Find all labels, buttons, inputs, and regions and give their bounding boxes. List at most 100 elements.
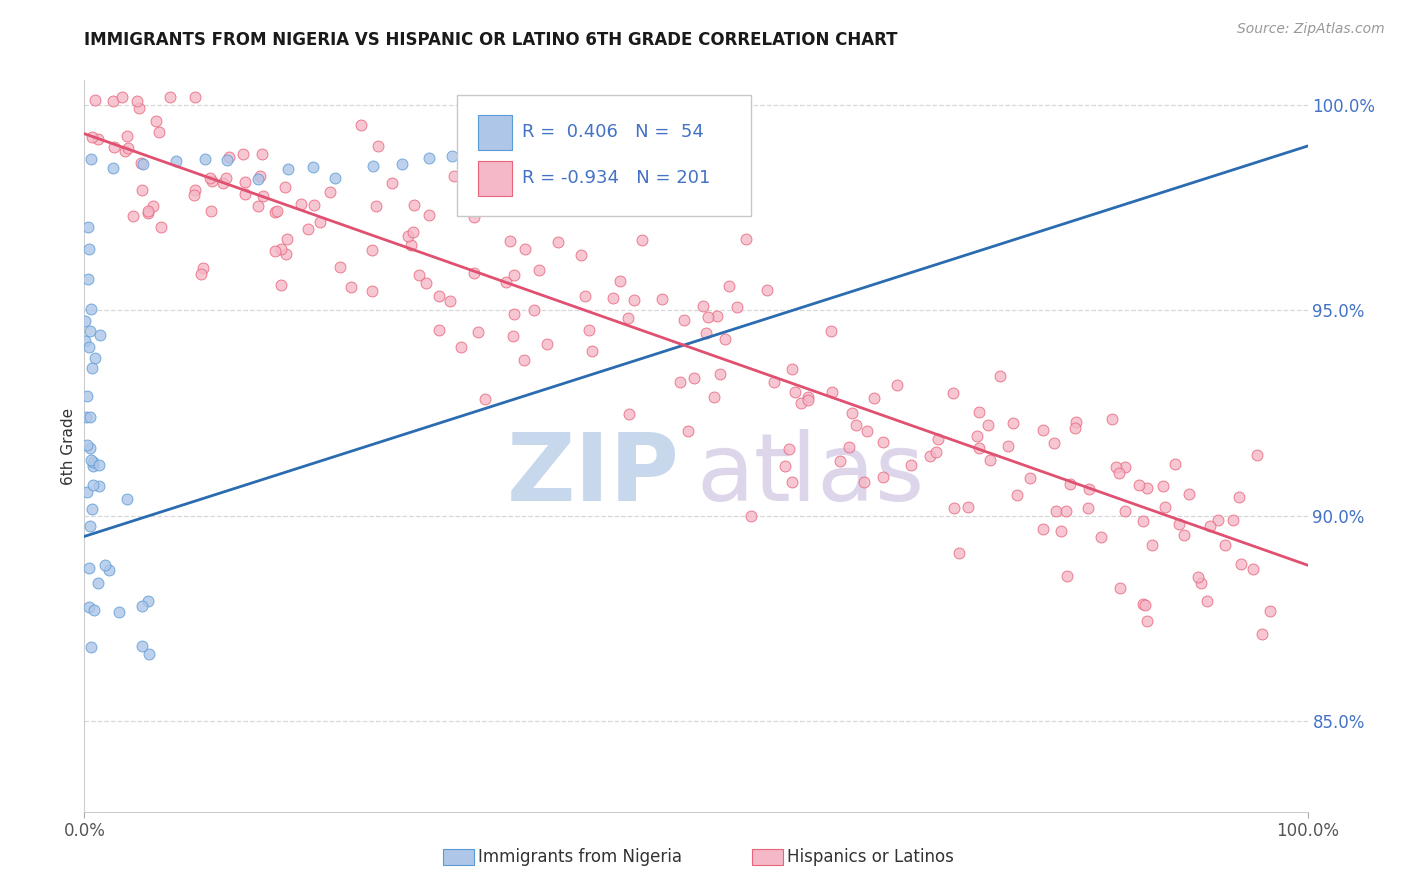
Point [1246,449,1268,463]
Point [578,323,600,337]
Point [1056,568,1078,582]
Point [217,153,239,168]
Point [142,199,165,213]
Point [467,325,489,339]
Point [1114,460,1136,475]
Point [1251,627,1274,641]
Point [264,205,287,219]
Point [1213,538,1236,552]
Point [957,500,980,515]
Point [80,152,103,166]
Point [547,235,569,250]
Point [215,171,238,186]
Point [536,337,558,351]
Point [669,375,692,389]
Point [631,233,654,247]
Point [1229,490,1251,504]
Point [114,144,136,158]
Point [94,558,117,572]
Text: Source: ZipAtlas.com: Source: ZipAtlas.com [1237,22,1385,37]
Point [797,393,820,408]
Point [76,388,98,402]
Point [1032,423,1054,437]
Point [683,371,706,385]
Point [1140,538,1163,552]
Point [418,152,440,166]
Point [979,453,1001,467]
Point [82,477,104,491]
Point [77,242,100,256]
Point [967,441,990,455]
Point [211,176,233,190]
Point [79,442,101,456]
Point [276,161,298,176]
Point [402,225,425,239]
Point [852,475,875,489]
Point [87,458,110,472]
Point [274,247,297,261]
Point [696,310,718,324]
FancyBboxPatch shape [457,95,751,216]
Point [1077,500,1099,515]
Point [252,189,274,203]
Point [948,546,970,560]
Point [463,210,485,224]
Point [270,277,292,292]
Point [1090,530,1112,544]
Point [1132,515,1154,529]
Text: IMMIGRANTS FROM NIGERIA VS HISPANIC OR LATINO 6TH GRADE CORRELATION CHART: IMMIGRANTS FROM NIGERIA VS HISPANIC OR L… [84,31,898,49]
Point [125,95,148,109]
Point [523,303,546,318]
Point [427,288,450,302]
Point [969,404,991,418]
Point [1019,471,1042,485]
Point [609,274,631,288]
Text: atlas: atlas [696,429,924,521]
Point [709,367,731,381]
Point [1108,466,1130,480]
Point [101,161,124,176]
Point [79,302,101,317]
Point [821,384,844,399]
Point [82,455,104,469]
Point [79,340,101,354]
Point [790,396,813,410]
Point [515,242,537,256]
Point [128,101,150,115]
Point [79,409,101,424]
Point [651,292,673,306]
Point [302,198,325,212]
Point [101,94,124,108]
Point [252,147,274,161]
Point [103,140,125,154]
Point [441,149,464,163]
Point [235,186,257,201]
Text: R = -0.934   N = 201: R = -0.934 N = 201 [522,169,710,187]
Point [89,328,111,343]
Point [159,89,181,103]
Point [692,299,714,313]
Point [145,114,167,128]
Point [121,209,143,223]
Point [131,155,153,169]
Point [183,89,205,103]
Point [404,198,426,212]
Point [399,238,422,252]
Point [713,332,735,346]
Point [1258,604,1281,618]
Point [1152,479,1174,493]
Point [1114,504,1136,518]
Point [602,291,624,305]
Point [1128,478,1150,492]
Point [391,157,413,171]
Point [148,125,170,139]
Point [735,232,758,246]
Point [900,458,922,472]
Point [942,501,965,516]
Point [762,375,785,389]
Point [79,324,101,338]
Text: R =  0.406   N =  54: R = 0.406 N = 54 [522,123,704,141]
Point [976,417,998,432]
Point [778,442,800,457]
Point [429,323,451,337]
